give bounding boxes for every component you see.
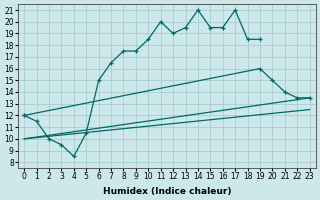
X-axis label: Humidex (Indice chaleur): Humidex (Indice chaleur) xyxy=(103,187,231,196)
